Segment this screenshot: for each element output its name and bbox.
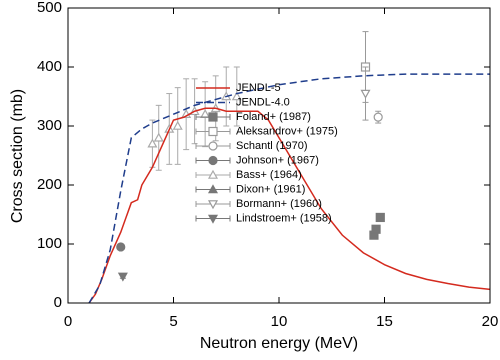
- legend-marker: [208, 155, 218, 166]
- y-tick-label: 500: [37, 0, 62, 16]
- data-point: [375, 212, 385, 223]
- x-tick-label: 10: [271, 313, 288, 330]
- x-tick-label: 20: [482, 313, 499, 330]
- x-tick-label: 15: [376, 313, 393, 330]
- y-axis-label: Cross section (mb): [9, 89, 26, 223]
- data-point: [373, 112, 383, 122]
- legend-label: Lindstroem+ (1958): [236, 212, 332, 224]
- y-tick-label: 400: [37, 58, 62, 75]
- data-point: [231, 91, 242, 101]
- legend-marker: [207, 214, 219, 224]
- data-point: [116, 242, 126, 252]
- legend-label: Schantl (1970): [236, 140, 308, 152]
- legend-label: Foland+ (1987): [236, 111, 311, 123]
- x-axis-label: Neutron energy (MeV): [200, 335, 358, 352]
- legend-marker: [207, 200, 219, 210]
- curve: [88, 73, 490, 304]
- x-tick-label: 0: [64, 313, 72, 330]
- legend-label: Bass+ (1964): [236, 169, 302, 181]
- data-point: [360, 89, 371, 99]
- y-tick-label: 100: [37, 235, 62, 252]
- legend-label: JENDL-4.0: [236, 96, 290, 108]
- y-tick-label: 300: [37, 117, 62, 134]
- curve: [88, 107, 491, 304]
- legend-label: Johnson+ (1967): [236, 154, 319, 166]
- y-tick-label: 200: [37, 176, 62, 193]
- y-tick-label: 0: [54, 294, 62, 311]
- legend-marker: [208, 126, 218, 137]
- data-point: [172, 120, 183, 130]
- data-point: [371, 224, 381, 234]
- legend-marker: [208, 141, 218, 151]
- legend-label: Aleksandrov+ (1975): [236, 125, 338, 137]
- data-point: [147, 138, 158, 148]
- x-tick-label: 5: [169, 313, 177, 330]
- data-point: [200, 108, 211, 118]
- legend-label: Dixon+ (1961): [236, 183, 305, 195]
- legend-marker: [207, 184, 219, 194]
- legend-label: JENDL-5: [236, 82, 281, 94]
- plot-frame: [67, 7, 491, 304]
- legend-label: Bormann+ (1960): [236, 198, 322, 210]
- data-point: [153, 132, 164, 142]
- legend-marker: [207, 169, 219, 179]
- legend-marker: [208, 112, 218, 122]
- data-point: [117, 272, 128, 282]
